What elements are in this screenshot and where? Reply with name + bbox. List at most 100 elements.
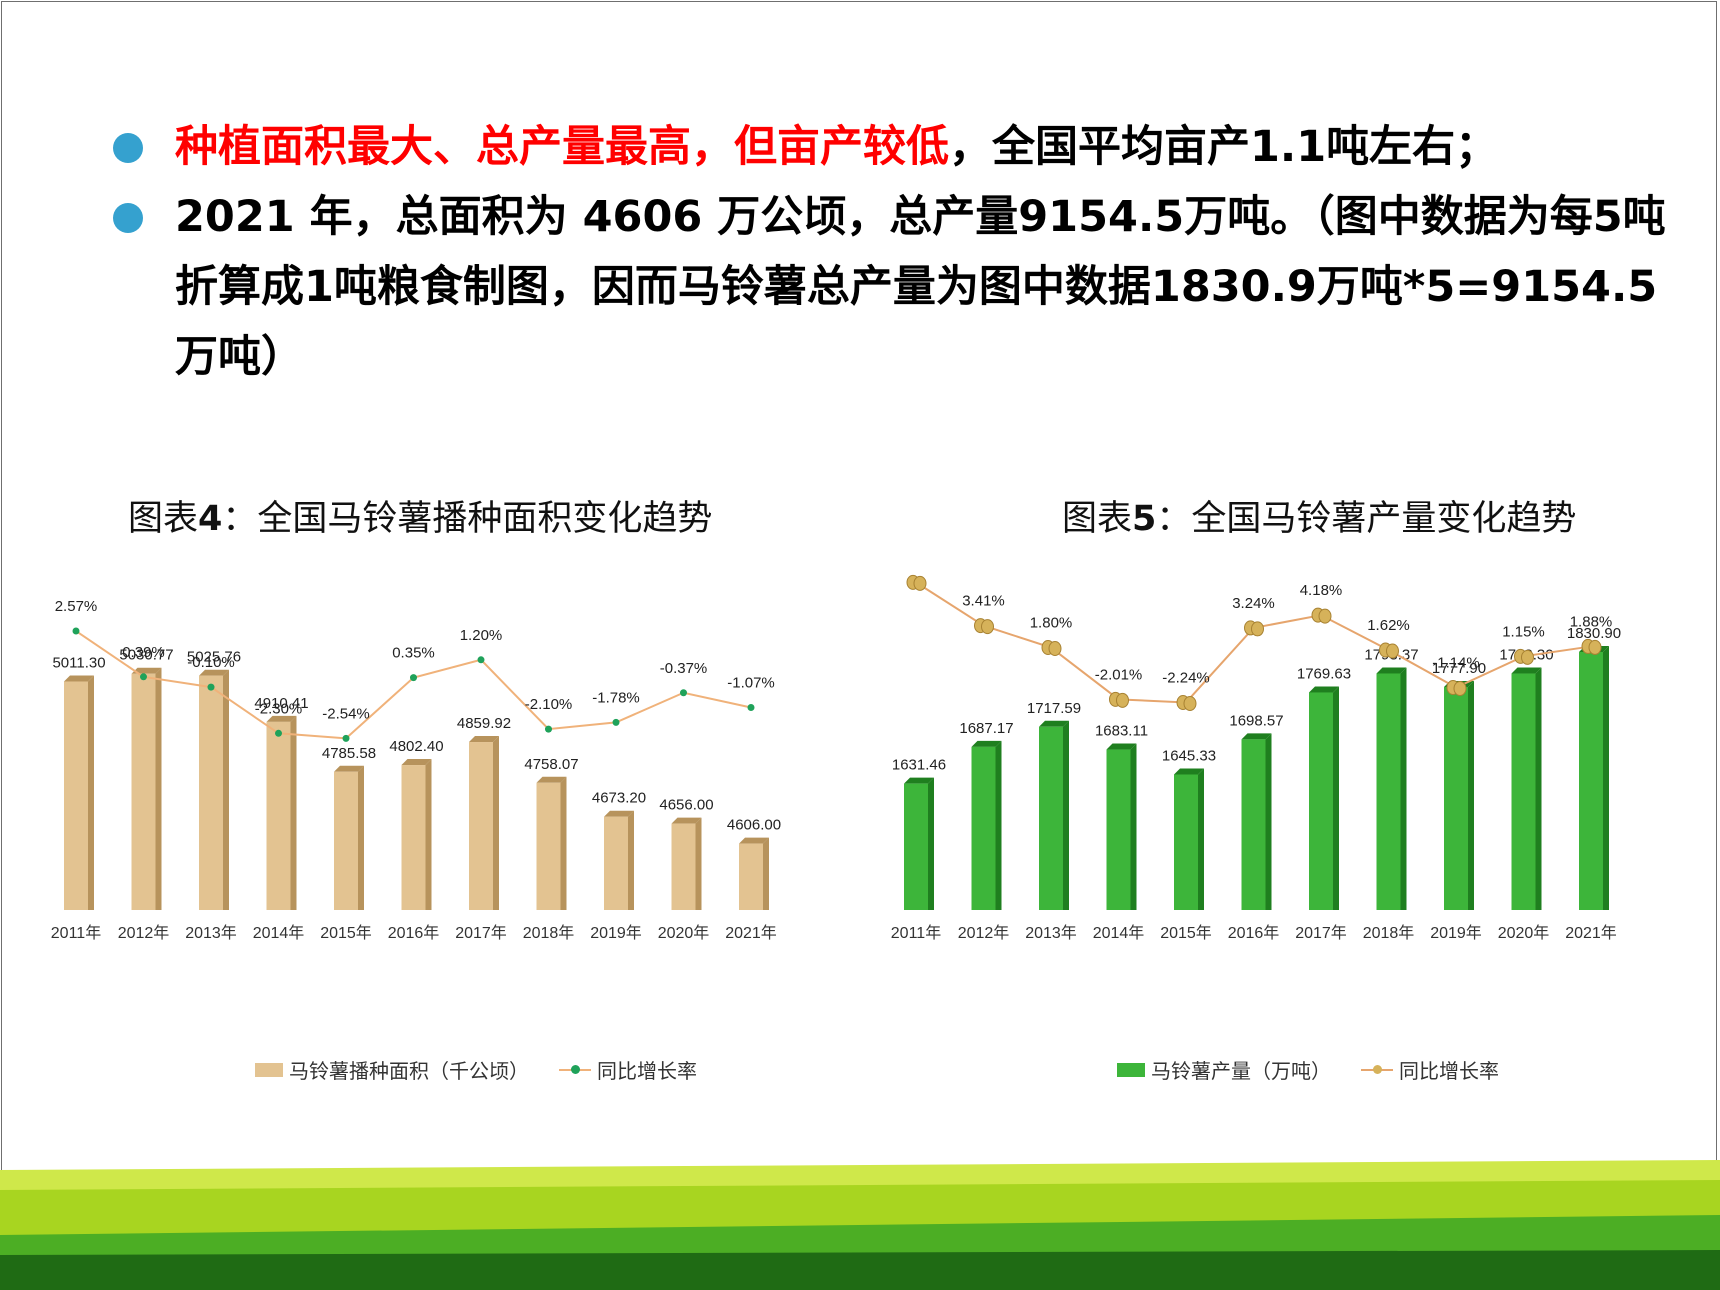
- potato-marker: [1311, 607, 1332, 624]
- potato-icon: [1183, 695, 1197, 711]
- legend-line-swatch: [559, 1064, 591, 1074]
- line-point: [410, 674, 417, 682]
- growth-rate-label: 0.35%: [392, 645, 435, 662]
- growth-rate-label: -1.07%: [727, 674, 775, 691]
- chart-1-title: 图表4：全国马铃薯播种面积变化趋势: [128, 490, 712, 541]
- growth-rate-label: 1.62%: [1367, 617, 1410, 634]
- x-tick-label: 2017年: [455, 924, 507, 942]
- bar: [64, 675, 94, 910]
- x-tick-label: 2017年: [1295, 924, 1347, 942]
- bar-value-label: 4656.00: [659, 797, 713, 814]
- footer-decoration: [0, 1160, 1720, 1290]
- bar-value-label: 4802.40: [389, 738, 443, 755]
- bar-side: [1265, 733, 1272, 910]
- x-tick-label: 2020年: [1498, 924, 1550, 942]
- x-tick-label: 2011年: [891, 924, 941, 942]
- potato-marker: [1379, 642, 1399, 659]
- bar-top: [671, 817, 702, 824]
- chart-2-title: 图表5：全国马铃薯产量变化趋势: [1062, 490, 1576, 541]
- growth-rate-label: 1.15%: [1502, 623, 1545, 640]
- bar: [1106, 743, 1137, 910]
- line-point: [275, 729, 282, 737]
- x-tick-label: 2016年: [388, 924, 440, 942]
- bar-side: [1198, 768, 1204, 910]
- growth-rate-label: 3.41%: [962, 593, 1005, 610]
- potato-marker: [1581, 638, 1602, 655]
- bar: [971, 740, 1002, 910]
- growth-rate-label: -0.37%: [660, 660, 708, 677]
- bar-face: [1511, 673, 1536, 910]
- line-point: [72, 627, 80, 635]
- legend-bar-label: 马铃薯播种面积（千公顷）: [289, 1059, 529, 1083]
- potato-marker: [906, 574, 927, 591]
- bar-face: [401, 765, 426, 910]
- bar: [739, 837, 769, 910]
- chart-2-title-number: 5: [1132, 499, 1157, 539]
- bar-value-label: 5011.30: [52, 654, 105, 671]
- potato-icon: [1386, 643, 1399, 659]
- bar-value-label: 1631.46: [892, 757, 946, 774]
- bar: [1511, 667, 1542, 910]
- growth-rate-label: -2.10%: [525, 696, 573, 713]
- bar-value-label: 4606.00: [727, 817, 781, 834]
- bar-side: [695, 817, 702, 910]
- bar-face: [266, 721, 291, 910]
- bar-top: [1106, 743, 1137, 750]
- bar-top: [199, 669, 229, 676]
- bar-value-label: 4673.20: [592, 790, 646, 807]
- chart-1-legend: 马铃薯播种面积（千公顷） 同比增长率: [255, 1055, 697, 1084]
- growth-rate-label: 1.88%: [1570, 613, 1613, 630]
- line-point: [140, 673, 147, 681]
- bar-face: [334, 771, 358, 910]
- bar-value-label: 1777.90: [1432, 660, 1486, 677]
- bar-side: [358, 765, 364, 910]
- bar-value-label: 4758.07: [524, 756, 578, 773]
- bar-top: [64, 675, 94, 682]
- bar-face: [199, 675, 223, 910]
- bar-value-label: 5025.76: [187, 649, 241, 666]
- bar-value-label: 1830.90: [1567, 625, 1621, 642]
- bar-side: [1535, 667, 1542, 910]
- growth-rate-label: 0.39%: [122, 644, 165, 661]
- x-tick-label: 2014年: [1093, 924, 1145, 942]
- chart-2-legend: 马铃薯产量（万吨） 同比增长率: [1117, 1055, 1499, 1084]
- x-tick-label: 2014年: [253, 924, 305, 942]
- x-tick-label: 2021年: [1565, 924, 1617, 942]
- bar-face: [904, 783, 928, 910]
- x-tick-label: 2018年: [1363, 924, 1415, 942]
- x-tick-label: 2020年: [658, 924, 710, 942]
- chart-2-title-text: ：全国马铃薯产量变化趋势: [1156, 499, 1577, 539]
- bar-value-label: 4910.41: [254, 695, 308, 712]
- bar-top: [1511, 667, 1542, 674]
- bar: [1174, 768, 1204, 910]
- bar-face: [131, 673, 156, 910]
- bar: [1309, 686, 1339, 910]
- bar-top: [401, 759, 432, 766]
- bar: [604, 810, 634, 910]
- bar-top: [1309, 686, 1339, 693]
- potato-marker: [1514, 648, 1534, 665]
- x-tick-label: 2016年: [1228, 924, 1280, 942]
- bullet-1-text: ，全国平均亩产1.1吨左右；: [949, 122, 1499, 172]
- growth-rate-label: 4.18%: [1300, 582, 1343, 599]
- bar: [266, 715, 297, 910]
- bar-face: [671, 823, 696, 910]
- bar-value-label: 1645.33: [1162, 747, 1216, 764]
- growth-rate-label: -2.24%: [1162, 669, 1210, 686]
- potato-marker: [1041, 640, 1062, 657]
- bar-face: [1376, 673, 1401, 910]
- growth-rate-label: 3.24%: [1232, 595, 1275, 612]
- line-point: [342, 734, 350, 742]
- bar: [536, 776, 567, 910]
- bar-face: [64, 681, 88, 910]
- bullet-2-text: 2021 年，总面积为 4606 万公顷，总产量9154.5万吨。（图中数据为每…: [175, 192, 1666, 382]
- bar-value-label: 4785.58: [322, 745, 376, 762]
- bar-side: [1603, 646, 1609, 910]
- bar-face: [469, 742, 493, 910]
- bar-side: [928, 777, 934, 910]
- bullet-item-1: 种植面积最大、总产量最高，但亩产较低，全国平均亩产1.1吨左右；: [110, 112, 1670, 182]
- bar-side: [1130, 743, 1137, 910]
- bar: [1241, 733, 1272, 910]
- potato-marker: [1446, 680, 1467, 697]
- x-tick-label: 2018年: [523, 924, 575, 942]
